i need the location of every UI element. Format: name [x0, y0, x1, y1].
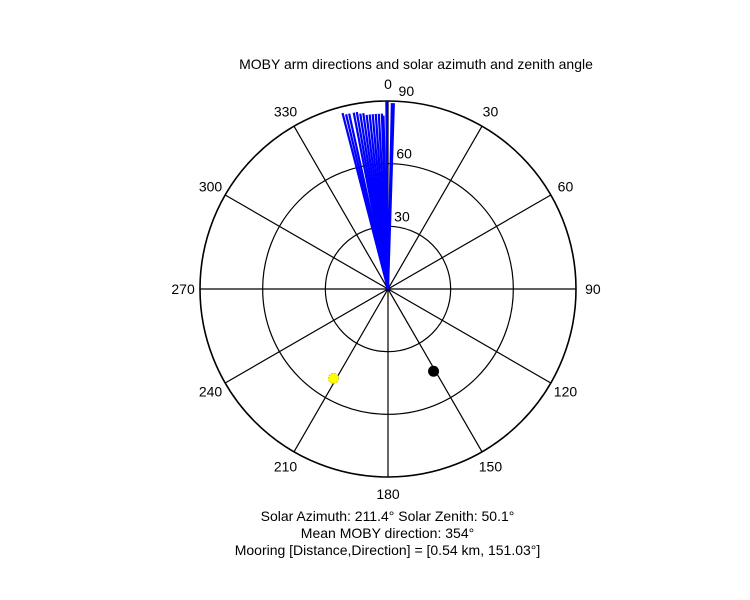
angle-tick-label: 300 [199, 179, 223, 195]
sun-marker [327, 372, 339, 384]
radial-tick-labels: 30 60 90 [394, 83, 414, 224]
angle-tick-label: 180 [376, 486, 400, 502]
solar-caption: Solar Azimuth: 211.4° Solar Zenith: 50.1… [260, 508, 515, 524]
angle-tick-label: 0 [384, 76, 392, 92]
angle-tick-label: 150 [479, 458, 503, 474]
radial-tick-label: 30 [394, 208, 410, 224]
angle-tick-label: 120 [554, 383, 578, 399]
angle-tick-label: 240 [199, 383, 223, 399]
angle-tick-label: 330 [274, 104, 298, 120]
mooring-caption: Mooring [Distance,Direction] = [0.54 km,… [234, 542, 541, 558]
moby-arm-directions [341, 100, 395, 290]
moby-direction-caption: Mean MOBY direction: 354° [300, 525, 475, 541]
angle-tick-labels: 0 30 60 90 120 150 180 210 240 270 300 330 [171, 76, 601, 502]
angle-tick-label: 270 [171, 281, 195, 297]
mooring-marker [428, 365, 440, 377]
angle-tick-label: 90 [585, 281, 601, 297]
angle-tick-label: 30 [483, 104, 499, 120]
angle-tick-label: 60 [558, 179, 574, 195]
angle-tick-label: 210 [274, 458, 298, 474]
arm-direction-line [386, 103, 395, 290]
radial-tick-label: 60 [396, 146, 412, 162]
markers [327, 365, 440, 384]
radial-tick-label: 90 [399, 83, 415, 99]
chart-title: MOBY arm directions and solar azimuth an… [239, 56, 593, 72]
